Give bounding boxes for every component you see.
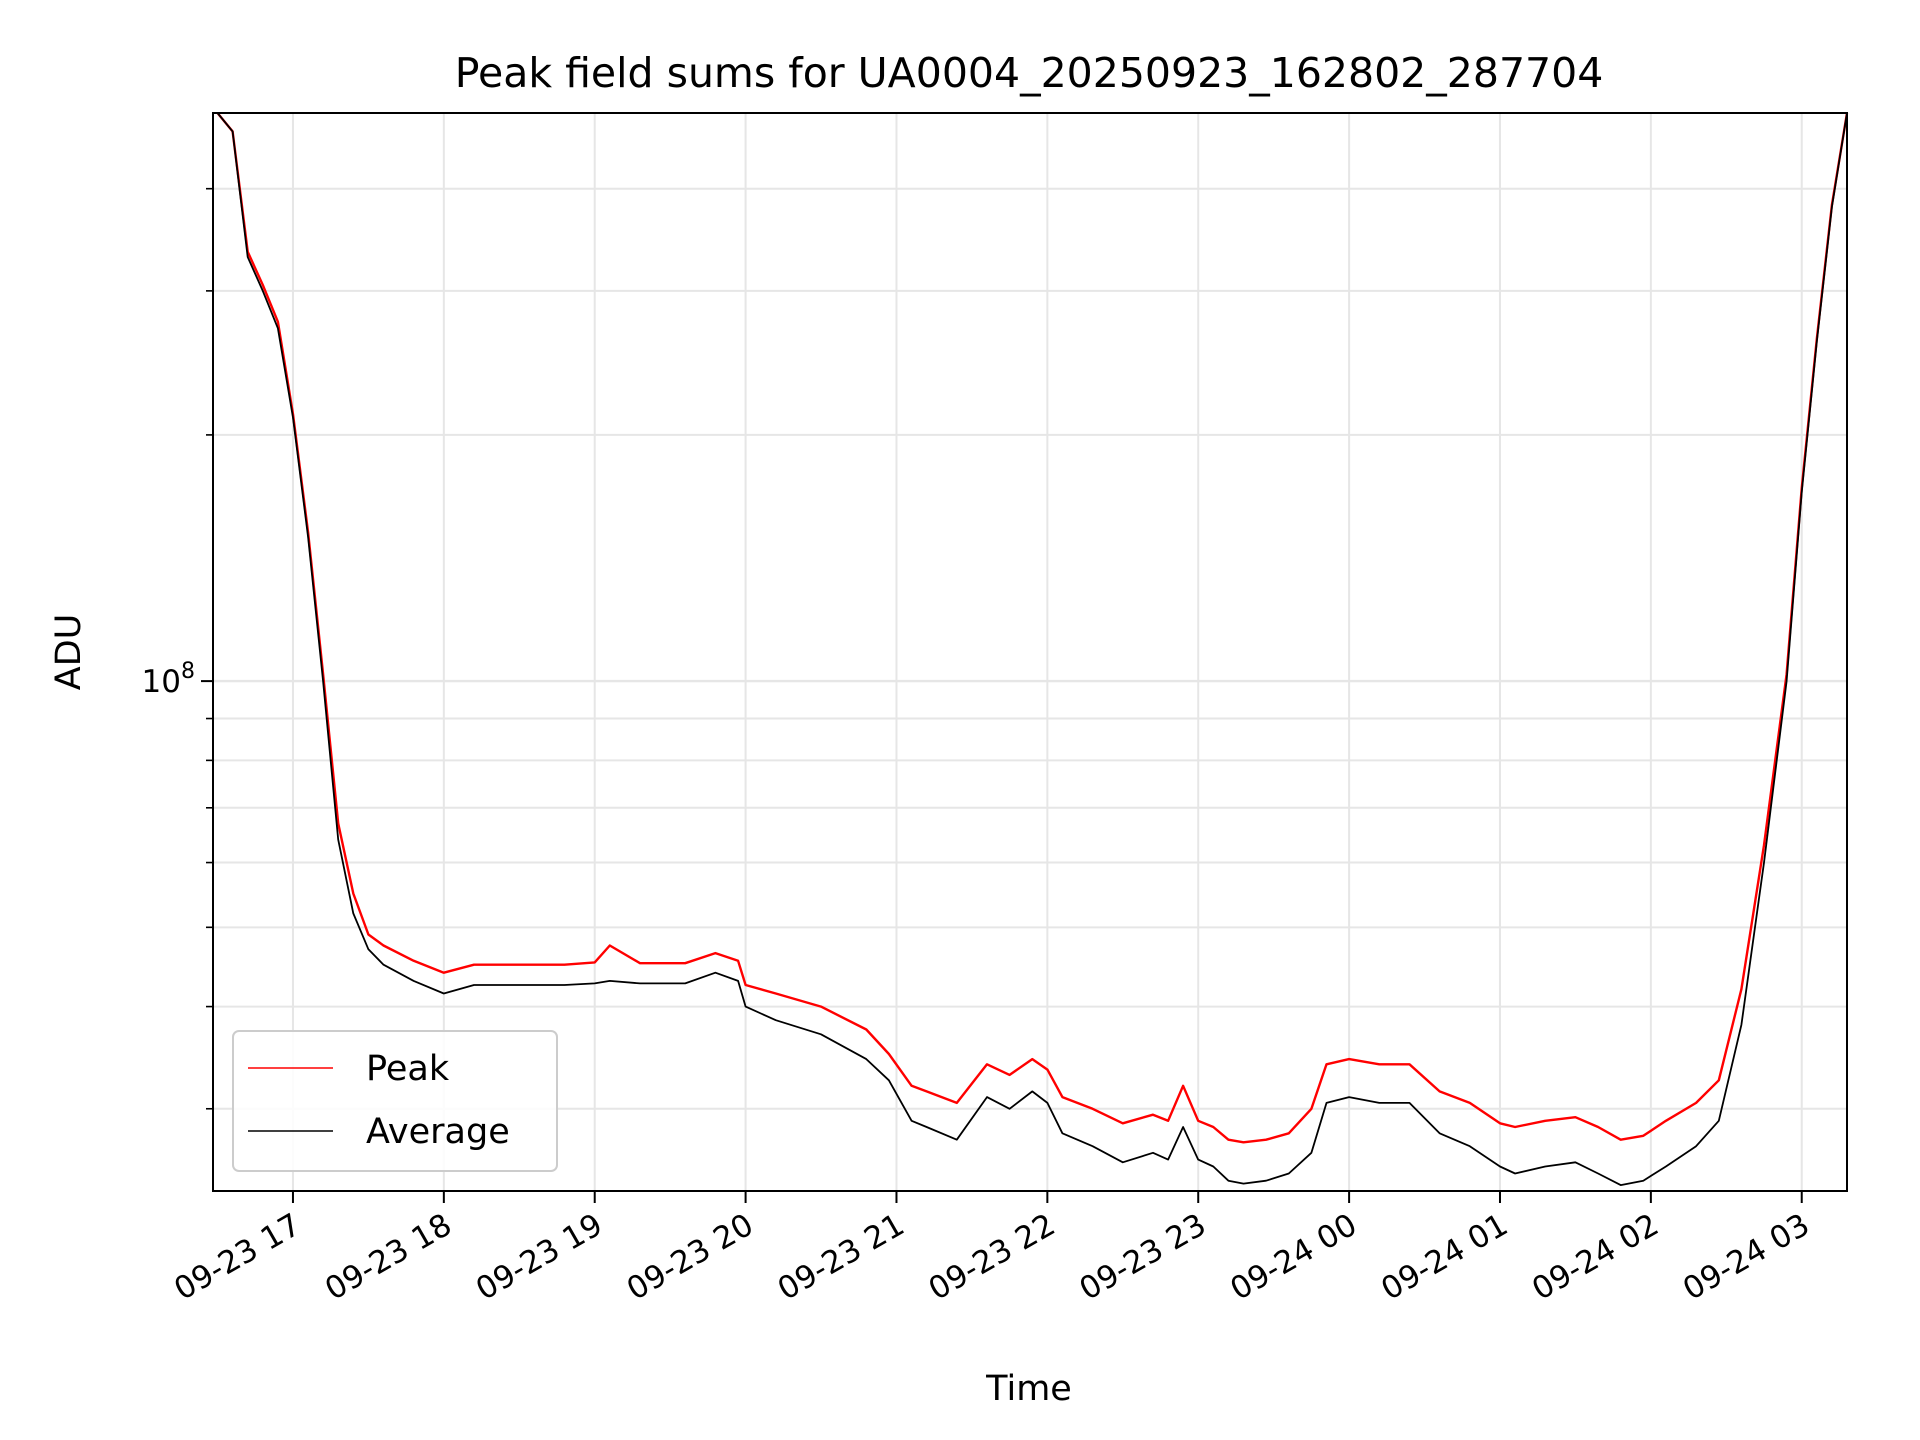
x-axis-label: Time [985,1369,1072,1409]
y-tick-label: 108 [142,659,195,700]
legend-label-peak: Peak [366,1049,450,1089]
series-line-average [216,112,1848,1186]
plot-frame [212,112,1848,1192]
legend: Peak Average [232,1030,558,1172]
chart-title: Peak field sums for UA0004_20250923_1628… [455,49,1604,97]
plot-area [216,112,1849,1186]
y-axis-label: ADU [49,614,89,691]
legend-label-average: Average [366,1112,510,1152]
grid [213,113,1847,1191]
legend-box [232,1030,558,1172]
series-line-peak [216,112,1849,1144]
